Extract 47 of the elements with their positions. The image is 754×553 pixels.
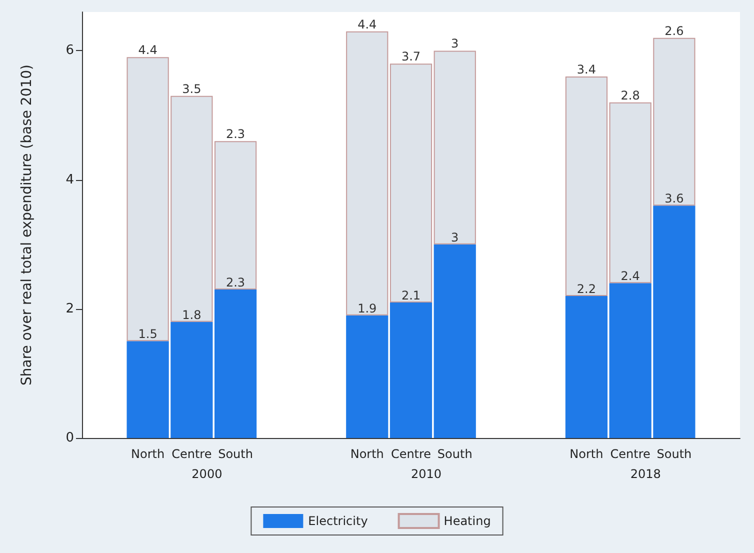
bar — [565, 296, 608, 438]
data-label: 2.2 — [576, 282, 596, 296]
text: 2010 — [410, 467, 442, 481]
data-label: 1.9 — [358, 301, 377, 316]
bar — [434, 50, 476, 244]
data-label: 2.8 — [620, 88, 640, 102]
y-tick-label: 0 — [66, 430, 74, 446]
bar — [214, 141, 257, 290]
data-label: 2.4 — [620, 269, 640, 284]
legend-label: Electricity — [308, 514, 368, 528]
bar — [214, 290, 257, 438]
data-label: 1.5 — [138, 327, 158, 342]
legend-label: Heating — [444, 514, 491, 528]
bar — [565, 76, 608, 296]
data-label: 2.1 — [401, 288, 421, 302]
bar — [346, 315, 388, 438]
bar — [434, 244, 476, 438]
data-label: 3 — [451, 36, 459, 51]
data-label: 2.3 — [226, 276, 246, 290]
x-tick-label: North — [350, 447, 384, 461]
text: 2018 — [630, 467, 661, 481]
x-tick-label: South — [656, 447, 692, 461]
data-label: 3.6 — [664, 192, 684, 206]
bar — [390, 64, 432, 302]
x-tick-label: South — [437, 447, 472, 461]
data-label: 3.5 — [182, 82, 202, 96]
y-tick-label: 4 — [66, 172, 74, 188]
y-axis-title: Share over real total expenditure (base 2010) — [19, 64, 35, 386]
data-label: 4.4 — [358, 17, 377, 32]
data-label: 3 — [451, 230, 459, 244]
bar — [346, 31, 388, 316]
y-tick-label: 6 — [66, 43, 74, 58]
data-label: 4.4 — [138, 43, 158, 58]
data-label: 1.8 — [182, 308, 202, 322]
data-label: 3.4 — [576, 62, 596, 77]
data-label: 3.7 — [401, 50, 421, 64]
x-tick-label: Centre — [610, 447, 650, 461]
x-tick-label: South — [218, 447, 253, 461]
x-tick-label: Centre — [390, 447, 432, 461]
y-tick-label: 2 — [66, 301, 74, 316]
x-tick-label: Centre — [172, 447, 212, 461]
x-tick-label: North — [131, 447, 165, 461]
data-label: 2.6 — [664, 24, 684, 38]
bar — [390, 302, 432, 438]
x-tick-label: North — [570, 447, 604, 461]
data-label: 2.3 — [226, 127, 246, 142]
text: 2000 — [192, 467, 222, 481]
